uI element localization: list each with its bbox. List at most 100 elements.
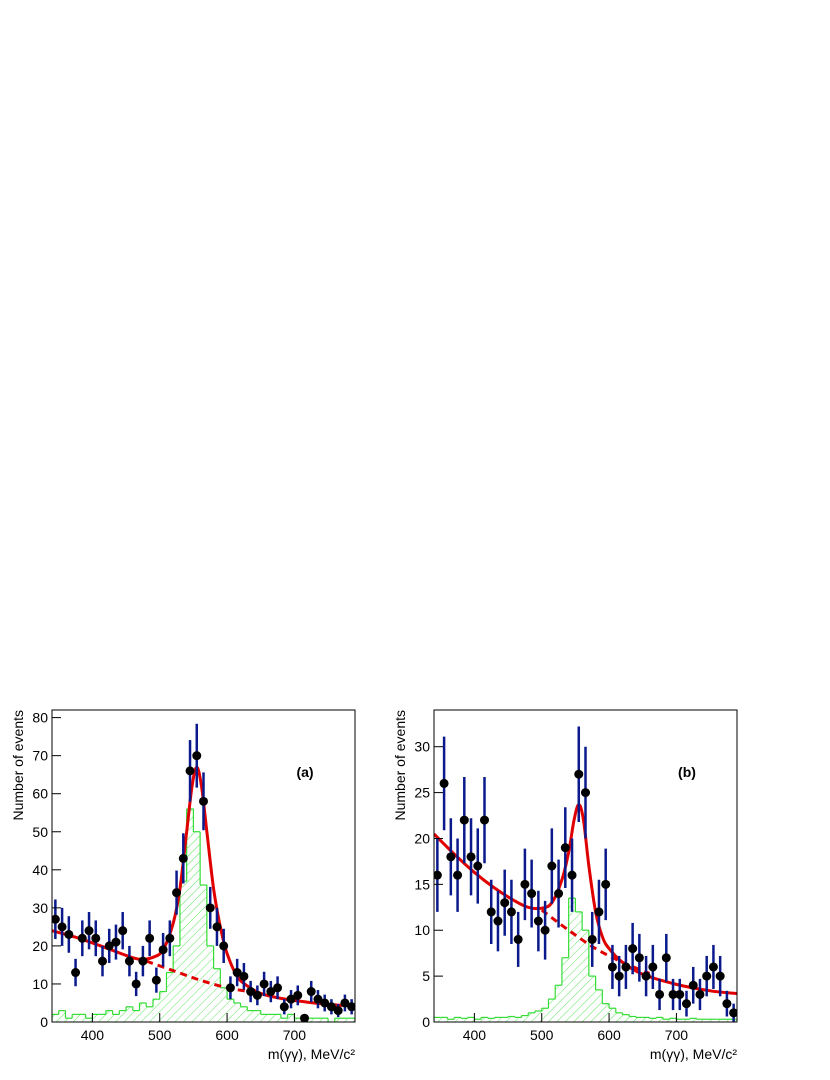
data-point xyxy=(347,1002,355,1012)
histogram-bin xyxy=(179,881,187,1022)
histogram-bin xyxy=(72,1014,79,1022)
histogram-bin xyxy=(294,1018,302,1022)
data-point xyxy=(185,766,195,776)
data-point xyxy=(286,994,296,1004)
y-tick-label: 15 xyxy=(414,876,430,892)
histogram-bin xyxy=(440,1017,448,1022)
data-point xyxy=(192,751,202,761)
histogram-bin xyxy=(689,1018,697,1022)
data-point xyxy=(77,933,87,943)
histogram-bin xyxy=(474,1019,482,1022)
y-tick-label: 30 xyxy=(414,739,430,755)
data-point xyxy=(560,843,570,853)
data-point xyxy=(547,861,557,871)
histogram-bin xyxy=(227,999,234,1022)
y-tick-label: 20 xyxy=(414,830,430,846)
y-tick-label: 20 xyxy=(32,938,48,954)
y-tick-label: 10 xyxy=(414,922,430,938)
data-point xyxy=(500,898,510,908)
histogram-bin xyxy=(434,1017,441,1022)
histogram-bin xyxy=(656,1017,663,1022)
data-point xyxy=(473,861,483,871)
histogram-bin xyxy=(676,1019,684,1022)
y-tick-label: 0 xyxy=(40,1014,48,1030)
histogram-bin xyxy=(501,1017,509,1022)
histogram-bin xyxy=(696,1019,704,1022)
data-point xyxy=(641,971,651,981)
data-point xyxy=(91,933,101,943)
histogram-bin xyxy=(334,1018,342,1022)
data-point xyxy=(520,879,530,889)
data-point xyxy=(722,999,732,1009)
histogram-bin xyxy=(126,1006,133,1022)
x-axis-label: m(γγ), MeV/c² xyxy=(650,1046,737,1062)
histogram-bin xyxy=(159,991,167,1022)
histogram-bin xyxy=(240,1006,248,1022)
histogram-bin xyxy=(494,1017,502,1022)
data-point xyxy=(567,870,577,880)
data-point xyxy=(64,929,74,939)
histogram-bin xyxy=(348,1018,355,1022)
data-point xyxy=(434,870,442,880)
histogram-bin xyxy=(602,1003,610,1022)
background-fit xyxy=(540,908,651,975)
histogram-bin xyxy=(321,1018,329,1022)
histogram-bin xyxy=(535,1010,542,1022)
data-point xyxy=(675,989,685,999)
histogram-bin xyxy=(629,1016,636,1022)
y-tick-label: 10 xyxy=(32,976,48,992)
y-tick-label: 25 xyxy=(414,785,430,801)
histogram-bin xyxy=(642,1017,650,1022)
histogram-bin xyxy=(287,1014,295,1022)
data-point xyxy=(158,945,168,955)
y-tick-label: 80 xyxy=(32,710,48,726)
y-tick-label: 60 xyxy=(32,786,48,802)
data-point xyxy=(715,971,725,981)
data-point xyxy=(594,907,604,917)
histogram-bin xyxy=(166,972,174,1022)
y-axis-label: Number of events xyxy=(392,710,408,821)
histogram-bin xyxy=(669,1018,677,1022)
data-point xyxy=(574,769,584,779)
data-point xyxy=(111,937,121,947)
data-point xyxy=(52,914,60,924)
histogram-bin xyxy=(99,1014,106,1022)
data-point xyxy=(300,1013,309,1022)
histogram-bin xyxy=(58,1010,66,1022)
histogram-bin xyxy=(555,985,562,1022)
histogram-bin xyxy=(314,1018,322,1022)
data-point xyxy=(340,998,350,1008)
y-tick-label: 70 xyxy=(32,748,48,764)
histogram-bin xyxy=(233,1002,241,1022)
data-point xyxy=(259,979,269,989)
data-point xyxy=(266,987,276,997)
x-tick-label: 700 xyxy=(665,1027,689,1043)
histogram-bin xyxy=(615,1012,623,1022)
data-point xyxy=(320,998,330,1008)
histogram-bin xyxy=(307,1018,315,1022)
histogram-bin xyxy=(267,1014,275,1022)
histogram-bin xyxy=(112,1014,120,1022)
histogram-bin xyxy=(206,945,214,1022)
histogram-bin xyxy=(588,976,596,1022)
histogram-bin xyxy=(260,1014,268,1022)
x-tick-label: 400 xyxy=(463,1027,487,1043)
data-point xyxy=(446,852,456,862)
histogram-bin xyxy=(92,1014,100,1022)
histogram-bin xyxy=(78,1014,86,1022)
panel-label: (a) xyxy=(296,764,313,780)
histogram-bin xyxy=(85,1018,93,1022)
data-point xyxy=(225,983,235,993)
data-point xyxy=(682,999,691,1009)
histogram-bin xyxy=(723,1019,731,1022)
histogram-bin xyxy=(514,1017,522,1022)
x-tick-label: 500 xyxy=(530,1027,554,1043)
histogram-bin xyxy=(622,1014,630,1022)
panel: 0 5 10 15 20 25 30 400 500 600 700 m(γγ), MeV/c² Num… xyxy=(392,709,738,1062)
x-tick-label: 600 xyxy=(597,1027,621,1043)
histogram-bin xyxy=(575,911,583,1022)
y-tick-label: 5 xyxy=(422,968,430,984)
data-point xyxy=(648,962,658,972)
